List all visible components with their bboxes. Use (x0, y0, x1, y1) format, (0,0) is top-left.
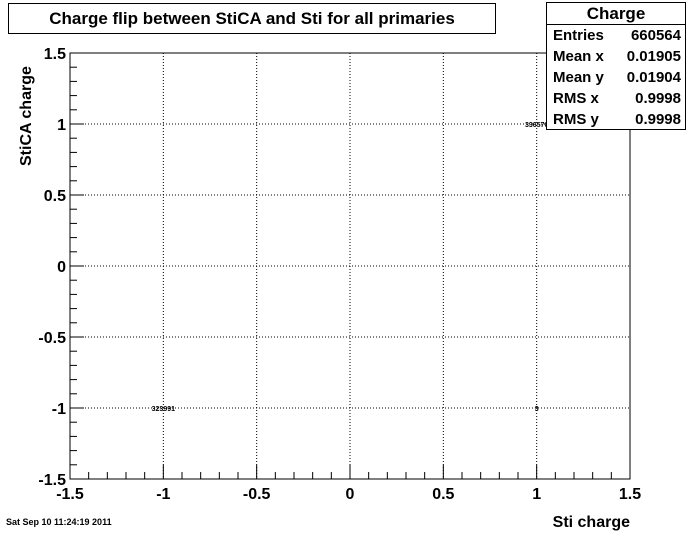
x-axis-ticks: -1.5 -1 -0.5 0 0.5 1 1.5 (56, 465, 641, 503)
stats-label: Mean y (553, 69, 604, 86)
stats-row-mean-y: Mean y 0.01904 (547, 67, 685, 88)
x-tick-label: -0.5 (243, 486, 271, 503)
grid-lines (70, 53, 630, 479)
x-tick-label: 0.5 (432, 486, 454, 503)
stats-row-rms-y: RMS y 0.9998 (547, 109, 685, 130)
stats-label: Entries (553, 27, 604, 44)
y-tick-label: -1.5 (38, 472, 66, 489)
cell-count-label: 323991 (152, 406, 175, 413)
y-tick-label: -1 (52, 401, 66, 418)
cell-count-label: 3 (535, 406, 539, 413)
stats-value: 660564 (630, 27, 681, 44)
x-tick-label: 1.5 (619, 486, 641, 503)
stats-label: Mean x (553, 48, 604, 65)
stats-value: 0.9998 (635, 111, 681, 128)
cell-count-label: 336570 (525, 122, 548, 129)
stats-title: Charge (547, 3, 685, 25)
y-axis-ticks: -1.5 -1 -0.5 0 0.5 1 1.5 (38, 46, 84, 489)
x-tick-label: 0 (346, 486, 355, 503)
y-tick-label: -0.5 (38, 330, 66, 347)
stats-value: 0.01904 (626, 69, 681, 86)
timestamp: Sat Sep 10 11:24:19 2011 (6, 517, 112, 527)
chart-title-box: Charge flip between StiCA and Sti for al… (8, 3, 496, 34)
x-axis-label: Sti charge (553, 514, 630, 531)
chart-title: Charge flip between StiCA and Sti for al… (49, 8, 455, 28)
y-tick-label: 1 (57, 117, 66, 134)
stats-row-mean-x: Mean x 0.01905 (547, 46, 685, 67)
stats-row-rms-x: RMS x 0.9998 (547, 88, 685, 109)
y-tick-label: 1.5 (44, 46, 66, 63)
y-tick-label: 0 (57, 259, 66, 276)
x-tick-label: 1 (532, 486, 541, 503)
stats-row-entries: Entries 660564 (547, 25, 685, 46)
y-tick-label: 0.5 (44, 188, 66, 205)
x-tick-label: -1 (156, 486, 170, 503)
cell-labels: 323991 336570 3 (152, 122, 549, 413)
stats-value: 0.9998 (635, 90, 681, 107)
stats-value: 0.01905 (626, 48, 681, 65)
x-tick-label: -1.5 (56, 486, 84, 503)
stats-label: RMS x (553, 90, 599, 107)
stats-label: RMS y (553, 111, 599, 128)
stats-box: Charge Entries 660564 Mean x 0.01905 Mea… (546, 2, 686, 130)
y-axis-label: StiCA charge (18, 66, 35, 166)
